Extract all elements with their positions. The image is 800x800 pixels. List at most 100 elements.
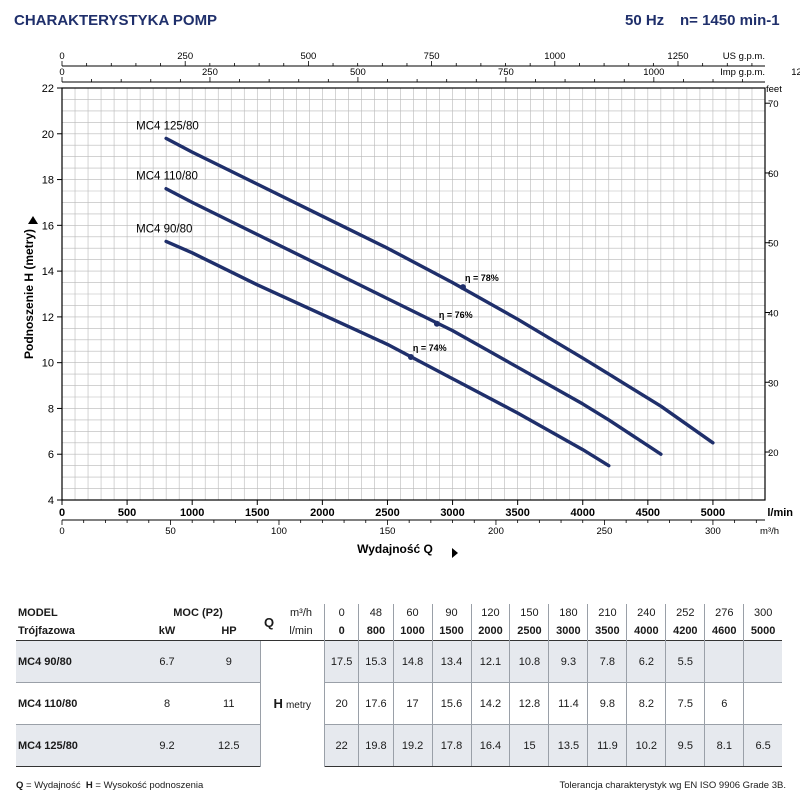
head-value: 6 [704, 682, 745, 725]
table-header-row-2: Trójfazowa kW HP l/min 0 800 1000 1500 2… [16, 622, 782, 641]
x-tick-label: 4500 [636, 507, 660, 519]
m3h-cell: 300 [753, 607, 773, 619]
head-value: 9.8 [587, 682, 628, 725]
impgpm-tick-label: 750 [498, 67, 514, 78]
y-tick-label: 18 [42, 175, 54, 187]
y-tick-label: 20 [42, 129, 54, 141]
m3h-unit: m³/h [278, 604, 325, 622]
y-tick-label: 8 [48, 403, 54, 415]
x-tick-label: 3500 [505, 507, 529, 519]
head-value: 9.5 [665, 724, 706, 767]
x-tick-label: 500 [118, 507, 136, 519]
usgpm-tick-label: 0 [59, 51, 64, 62]
usgpm-axis-label: US g.p.m. [723, 51, 765, 62]
phase-header: Trójfazowa [18, 625, 75, 637]
y-tick-label: 6 [48, 449, 54, 461]
m3h-tick-label: 0 [59, 526, 64, 537]
lmin-unit: l/min [278, 622, 325, 641]
impgpm-tick-label: 500 [350, 67, 366, 78]
kw-value: 9.2 [136, 724, 198, 767]
col-power-header: MOC (P2) [173, 607, 223, 619]
head-value: 15 [509, 724, 550, 767]
hp-header: HP [221, 625, 237, 637]
h-metry-label: H metry [259, 640, 325, 767]
y-axis-label: Podnoszenie H (metry) [22, 229, 36, 359]
lmin-cell: 800 [358, 622, 394, 641]
head-value [743, 640, 782, 683]
efficiency-label: η = 74% [413, 343, 447, 353]
head-value: 12.8 [509, 682, 550, 725]
efficiency-label: η = 78% [465, 273, 499, 283]
efficiency-point [459, 284, 466, 291]
x-tick-label: 2000 [310, 507, 334, 519]
h-key-foot: H [85, 780, 93, 791]
head-value: 17.6 [358, 682, 394, 725]
head-value: 17.8 [432, 724, 472, 767]
impgpm-tick-label: 0 [59, 67, 64, 78]
m3h-cell: 210 [587, 604, 628, 622]
impgpm-tick-label: 1000 [643, 67, 664, 78]
x-axis-label: Wydajność Q [357, 542, 433, 556]
efficiency-point [433, 320, 440, 327]
feet-tick-label: 70 [768, 99, 779, 110]
head-value: 8.2 [626, 682, 667, 725]
y-axis-arrow [28, 216, 38, 224]
series-curve [164, 136, 715, 445]
head-value: 15.3 [358, 640, 394, 683]
model-name: MC4 90/80 [16, 640, 136, 683]
kw-value: 8 [136, 682, 198, 725]
head-value: 15.6 [432, 682, 472, 725]
head-value: 9.3 [548, 640, 589, 683]
head-value: 13.4 [432, 640, 472, 683]
usgpm-tick-label: 1250 [667, 51, 688, 62]
head-value: 11.9 [587, 724, 628, 767]
feet-tick-label: 30 [768, 378, 779, 389]
lmin-cell: 4000 [626, 622, 667, 641]
lmin-cell: 5000 [750, 625, 776, 637]
hp-value: 11 [198, 682, 260, 725]
pump-spec-table: MODEL MOC (P2) Q m³/h 0 48 60 90 120 150… [16, 604, 782, 767]
m3h-tick-label: 250 [597, 526, 613, 537]
q-text: = Wydajność [23, 780, 81, 791]
m3h-cell: 60 [393, 604, 433, 622]
table-row: MC4 90/80 6.7 9 H metry 17.5 15.3 14.8 1… [16, 640, 782, 767]
head-value: 10.8 [509, 640, 550, 683]
m3h-tick-label: 50 [165, 526, 176, 537]
kw-value: 6.7 [136, 640, 198, 683]
m3h-cell: 150 [509, 604, 550, 622]
feet-tick-label: 60 [768, 169, 779, 180]
m3h-cell: 276 [704, 604, 745, 622]
head-value: 8.1 [704, 724, 745, 767]
hp-value: 9 [198, 640, 260, 683]
series-curve [164, 187, 663, 456]
lmin-cell: 0 [324, 622, 360, 641]
feet-axis-label: feet [766, 84, 782, 95]
y-tick-label: 14 [42, 266, 54, 278]
x-unit-label: l/min [767, 507, 793, 519]
frequency-label: 50 Hz [625, 12, 665, 29]
y-tick-label: 12 [42, 312, 54, 324]
x-tick-label: 5000 [701, 507, 725, 519]
x-axis-arrow [452, 548, 458, 558]
usgpm-tick-label: 750 [424, 51, 440, 62]
series-label: MC4 110/80 [136, 171, 198, 183]
m3h-tick-label: 100 [271, 526, 287, 537]
head-value [704, 640, 745, 683]
m3h-cell: 0 [324, 604, 360, 622]
efficiency-label: η = 76% [439, 310, 473, 320]
q-key: Q [16, 780, 24, 791]
head-value: 10.2 [626, 724, 667, 767]
m3h-tick-label: 200 [488, 526, 504, 537]
head-value: 13.5 [548, 724, 589, 767]
table-row: MC4 110/80 8 11 20 17.6 17 15.6 14.2 12.… [16, 682, 782, 725]
head-value: 16.4 [471, 724, 511, 767]
m3h-cell: 252 [665, 604, 706, 622]
legend-footnote: Q = Wydajność H = Wysokość podnoszenia [16, 780, 203, 791]
m3h-cell: 90 [432, 604, 472, 622]
impgpm-tick-label: 1250 [791, 67, 800, 78]
col-model-header: MODEL [18, 607, 58, 619]
efficiency-point [407, 353, 414, 360]
table-header-row-1: MODEL MOC (P2) Q m³/h 0 48 60 90 120 150… [16, 604, 782, 630]
impgpm-tick-label: 250 [202, 67, 218, 78]
m3h-cell: 48 [358, 604, 394, 622]
